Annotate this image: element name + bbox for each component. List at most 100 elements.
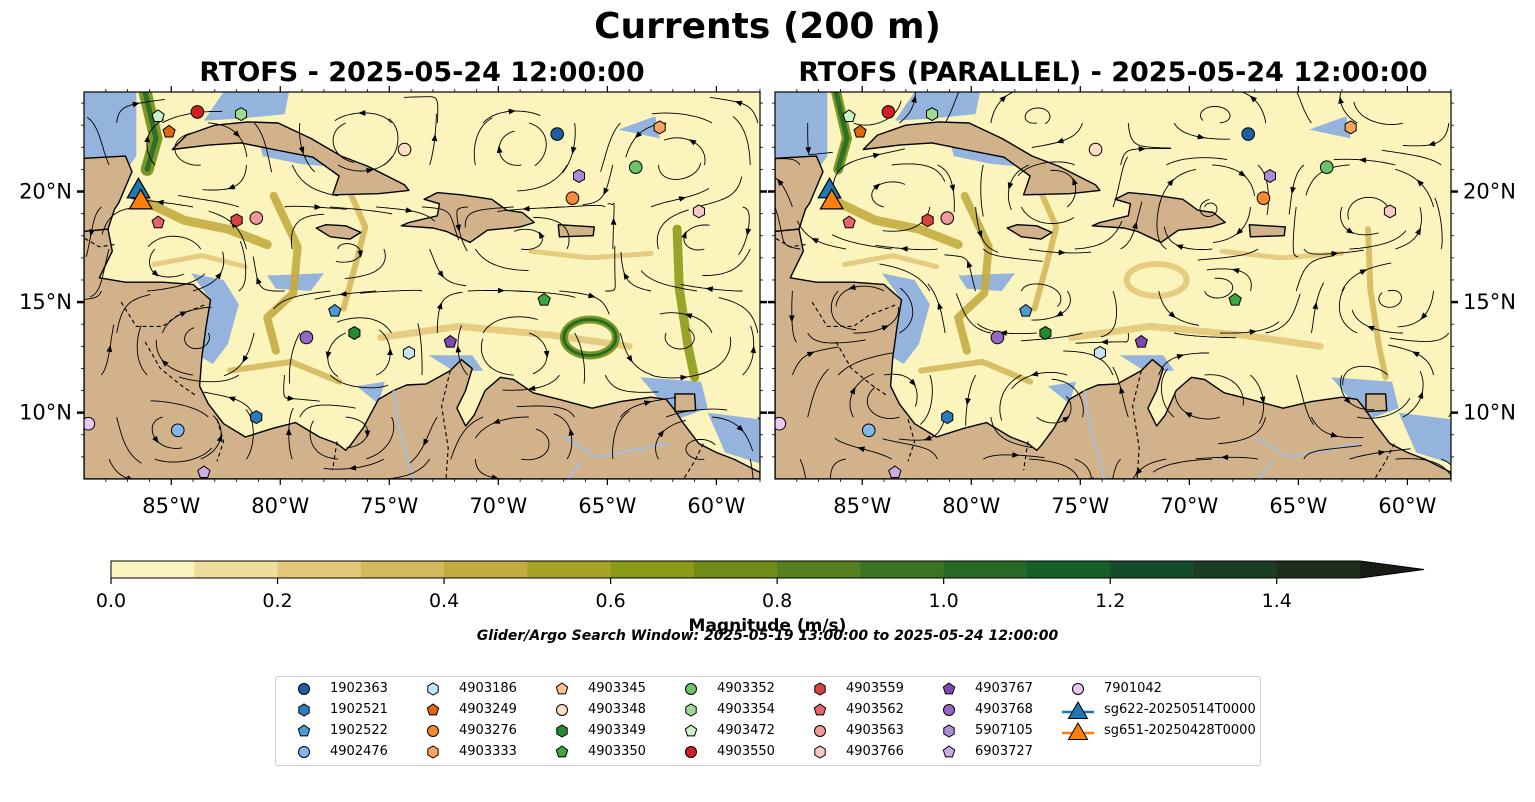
colorbar-tick-label: 0.8 bbox=[762, 590, 792, 612]
streamline-arrow bbox=[1232, 268, 1241, 274]
legend-label: 4903349 bbox=[588, 723, 646, 738]
streamline bbox=[919, 374, 933, 425]
legend-label: 1902521 bbox=[330, 702, 388, 717]
streamline bbox=[666, 408, 728, 418]
float-marker-4903186 bbox=[402, 345, 415, 360]
streamline bbox=[147, 235, 202, 250]
streamline-arrow bbox=[966, 260, 973, 269]
legend-marker-icon bbox=[942, 682, 956, 695]
streamline bbox=[516, 405, 575, 418]
land-cuba bbox=[171, 121, 410, 196]
streamline bbox=[1303, 445, 1362, 460]
lon-tick-label: 70°W bbox=[1160, 494, 1218, 518]
streamline-arrow bbox=[1056, 137, 1065, 144]
lon-tick-label: 85°W bbox=[142, 494, 200, 518]
legend-label: 4903562 bbox=[846, 702, 904, 717]
colorbar-bin bbox=[360, 561, 445, 578]
legend-label: 4903352 bbox=[717, 681, 775, 696]
streamline-arrow bbox=[1343, 396, 1351, 405]
streamline-arrow bbox=[643, 400, 652, 406]
streamline-arrow bbox=[348, 464, 358, 471]
legend-item: 7901042 bbox=[1060, 680, 1260, 698]
streamline-arrow bbox=[1088, 477, 1095, 479]
legend-marker-icon bbox=[555, 682, 569, 695]
legend-marker-icon bbox=[685, 746, 697, 758]
ocean-area bbox=[190, 273, 239, 364]
streamline bbox=[600, 122, 621, 172]
legend-marker-icon bbox=[814, 682, 826, 696]
streamline-arrow bbox=[106, 344, 113, 353]
streamline-arrow bbox=[538, 231, 545, 240]
streamline bbox=[1295, 374, 1314, 425]
streamline bbox=[1020, 332, 1083, 342]
colorbar-tick-label: 1.0 bbox=[929, 590, 959, 612]
streamlines bbox=[84, 96, 760, 479]
streamline-arrow bbox=[232, 130, 241, 138]
streamline bbox=[403, 96, 439, 124]
streamline bbox=[238, 241, 247, 292]
streamline bbox=[1051, 378, 1084, 418]
legend-item: 4903186 bbox=[415, 680, 615, 698]
streamline-arrow bbox=[657, 429, 665, 438]
legend-label: 4903354 bbox=[717, 702, 775, 717]
streamline-arrow bbox=[626, 354, 633, 363]
lon-tick-label: 60°W bbox=[1378, 494, 1436, 518]
legend-item: 4903350 bbox=[544, 743, 744, 761]
streamline bbox=[882, 438, 938, 460]
streamline bbox=[1296, 92, 1312, 124]
legend-item: 4903472 bbox=[673, 722, 873, 740]
legend-marker-icon bbox=[814, 725, 826, 737]
legend-item: 4903766 bbox=[802, 743, 1002, 761]
streamline-arrow bbox=[227, 183, 236, 190]
streamline-arrow bbox=[527, 385, 537, 392]
streamline bbox=[480, 338, 514, 376]
streamline bbox=[891, 163, 946, 182]
current-band bbox=[1219, 248, 1345, 261]
lat-tick-label: 20°N bbox=[19, 180, 72, 204]
streamline bbox=[1342, 365, 1389, 385]
legend-label: 4903348 bbox=[588, 702, 646, 717]
streamline-arrow bbox=[1135, 467, 1143, 475]
float-marker-4903563 bbox=[940, 211, 955, 225]
figure-title: Currents (200 m) bbox=[594, 6, 941, 47]
streamline bbox=[1074, 458, 1092, 479]
current-band bbox=[528, 248, 654, 261]
float-marker-4903472 bbox=[151, 109, 165, 122]
river bbox=[567, 460, 583, 479]
lon-tick-label: 65°W bbox=[1269, 494, 1327, 518]
float-marker-4902476 bbox=[861, 423, 876, 438]
legend-item: 4903276 bbox=[415, 722, 615, 740]
streamline bbox=[1347, 196, 1389, 220]
float-marker-4903766 bbox=[1383, 204, 1396, 219]
streamline bbox=[1378, 289, 1402, 308]
lat-tick-label: 15°N bbox=[1463, 290, 1516, 314]
streamline-arrow bbox=[1415, 227, 1421, 236]
float-marker-4903348 bbox=[1088, 142, 1103, 157]
legend-label: 4903563 bbox=[846, 723, 904, 738]
legend-item: 4903345 bbox=[544, 680, 744, 698]
colorbar-tick-label: 1.2 bbox=[1095, 590, 1125, 612]
float-marker-4903550 bbox=[190, 105, 205, 119]
streamline bbox=[273, 290, 331, 310]
streamline-arrow bbox=[1007, 182, 1014, 190]
streamline-arrow bbox=[1417, 391, 1424, 400]
streamline bbox=[1357, 397, 1411, 419]
streamline-arrow bbox=[1338, 96, 1344, 105]
float-marker-4903354 bbox=[926, 107, 938, 122]
streamline-arrow bbox=[1346, 227, 1354, 234]
streamline bbox=[830, 290, 857, 331]
streamline-arrow bbox=[807, 482, 808, 486]
legend-marker-icon bbox=[685, 683, 697, 695]
legend-marker-icon bbox=[426, 703, 440, 716]
streamline-arrow bbox=[872, 152, 881, 159]
current-band bbox=[151, 253, 248, 270]
streamline bbox=[612, 410, 630, 460]
legend-marker-icon bbox=[297, 724, 311, 737]
streamline-arrow bbox=[1248, 329, 1257, 335]
right-panel-title: RTOFS (PARALLEL) - 2025-05-24 12:00:00 bbox=[798, 57, 1428, 88]
legend-label: 4903350 bbox=[588, 744, 646, 759]
float-marker-6903727 bbox=[197, 465, 211, 478]
float-marker-4903349 bbox=[1039, 326, 1052, 340]
float-marker-5907105 bbox=[573, 169, 585, 183]
legend-item: 5907105 bbox=[931, 722, 1131, 740]
